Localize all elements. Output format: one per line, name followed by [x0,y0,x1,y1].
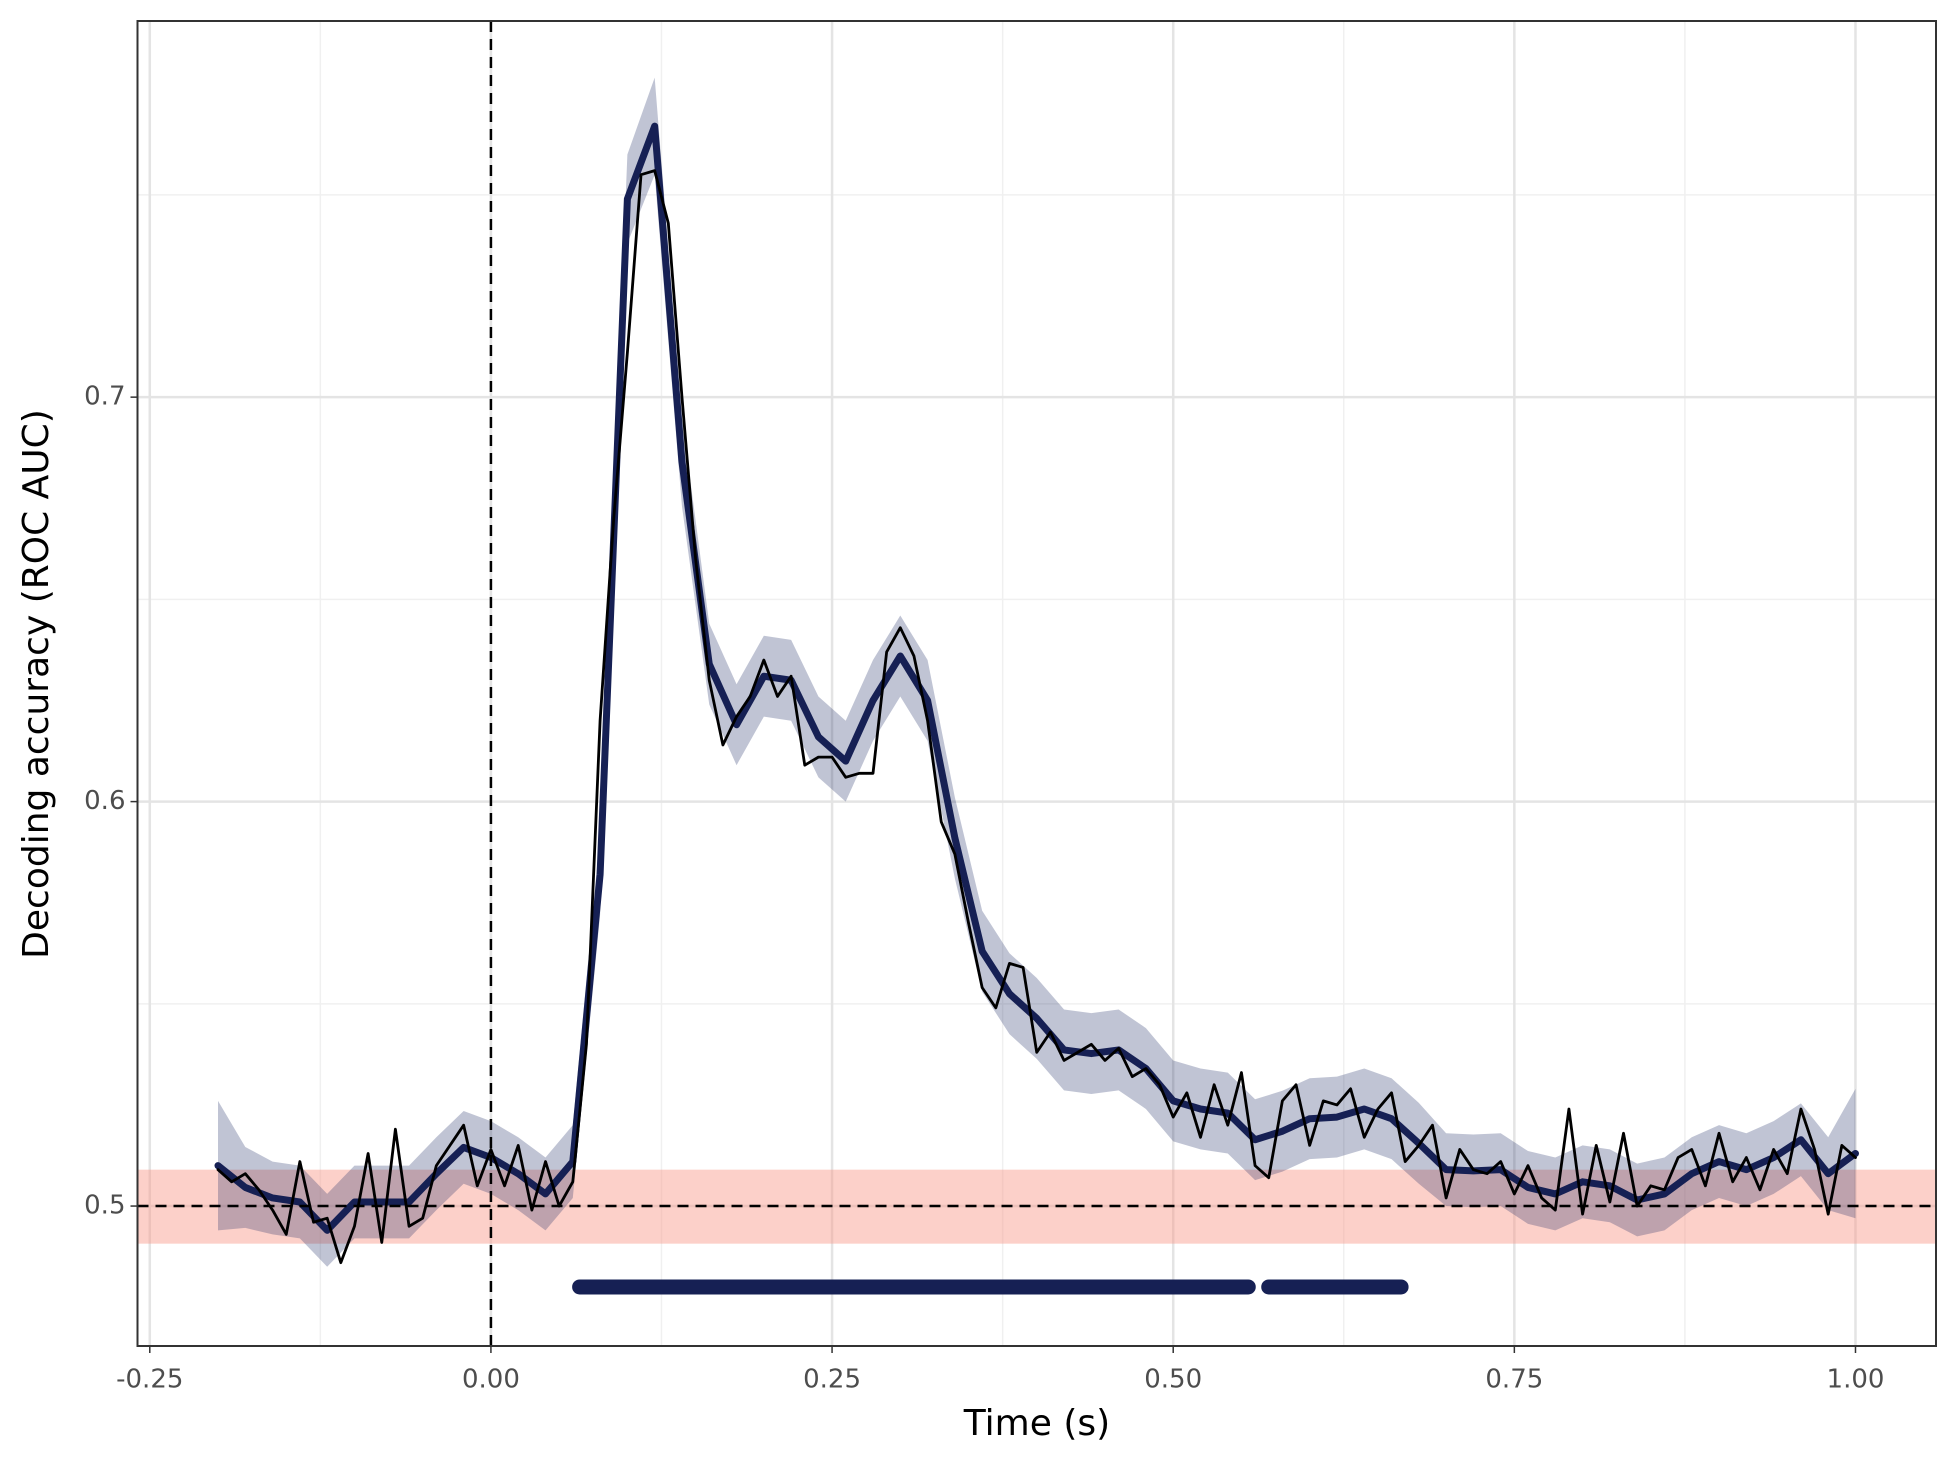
series-line [216,169,1857,1265]
x-tick-label: -0.25 [116,1365,183,1395]
plot-border [136,20,1937,1347]
y-tick-label: 0.6 [84,786,125,816]
x-axis-title: Time (s) [963,1403,1110,1444]
confidence-band [218,77,1856,1267]
x-tick-label: 1.00 [1827,1365,1885,1395]
y-axis-title: Decoding accuracy (ROC AUC) [16,409,57,959]
x-tick-label: 0.25 [803,1365,861,1395]
y-tick-label: 0.7 [84,382,125,412]
x-tick-label: 0.75 [1485,1365,1543,1395]
x-tick-label: 0.00 [462,1365,520,1395]
series-line [214,122,1859,1234]
plot-area [137,21,1936,1346]
y-tick-label: 0.5 [84,1191,125,1221]
x-tick-label: 0.50 [1144,1365,1202,1395]
